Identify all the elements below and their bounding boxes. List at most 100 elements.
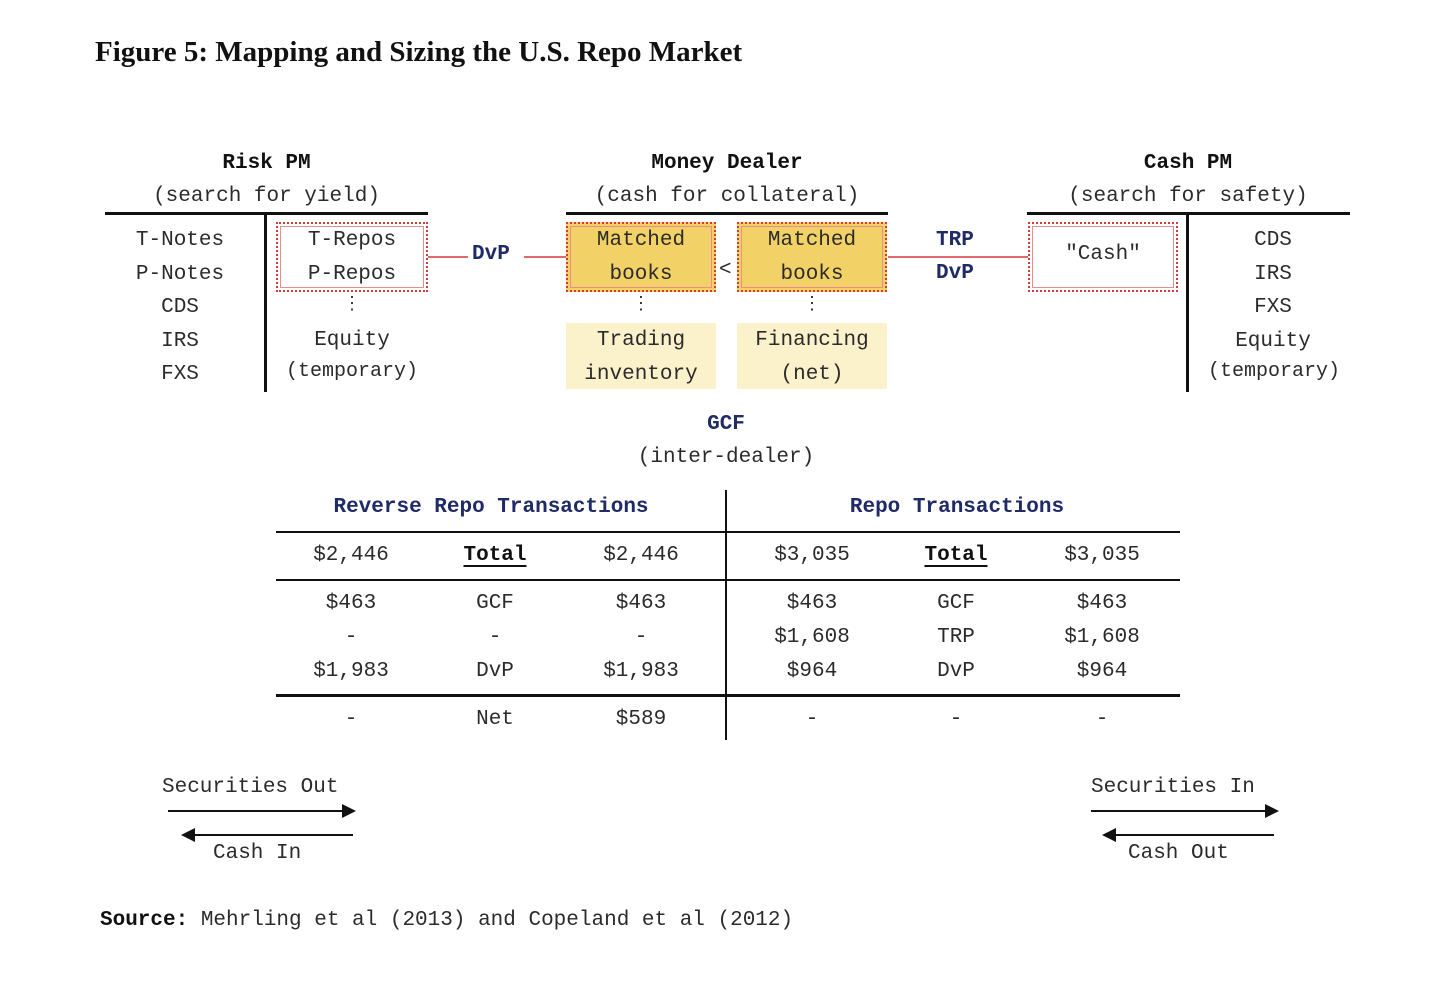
financing-net-box: [737, 323, 887, 389]
table-cell: TRP: [937, 626, 975, 649]
reverse-total-left: $2,446: [313, 544, 389, 567]
risk-pm-t-account-divider: [264, 212, 267, 392]
table-cell: $589: [615, 708, 667, 731]
securities-in-label: Securities In: [1091, 776, 1255, 799]
matched-books-right-box: [737, 222, 887, 292]
table-cell: $964: [1076, 660, 1128, 683]
total-label-text: Total: [924, 544, 988, 567]
table-center-divider: [725, 490, 727, 740]
table-cell: -: [344, 708, 358, 731]
total-label-text: Total: [463, 544, 527, 567]
table-cell: $964: [786, 660, 838, 683]
left-arrow-icon: [181, 828, 353, 842]
right-arrow-icon: [168, 804, 356, 818]
financing-net: Financing (net): [737, 324, 887, 391]
connector-line: [428, 256, 468, 258]
asset-item: FXS: [161, 363, 199, 386]
gcf-sub: (inter-dealer): [637, 446, 815, 469]
financing-text: Financing: [755, 329, 869, 352]
table-cell: -: [344, 626, 358, 649]
risk-pm-repos-box: [276, 222, 428, 292]
gcf-label: GCF: [707, 413, 745, 436]
table-cell: -: [634, 626, 648, 649]
asset-item: P-Notes: [135, 262, 225, 286]
reverse-total-right: $2,446: [603, 544, 679, 567]
cash-out-label: Cash Out: [1128, 842, 1229, 865]
table-cell: $463: [325, 592, 377, 615]
asset-item: T-Notes: [135, 229, 225, 252]
reverse-total-label: Total: [426, 544, 564, 567]
dealer-dots-right: ⋮: [803, 295, 821, 315]
table-cell: $1,983: [313, 660, 389, 683]
repo-total-right: $3,035: [1064, 544, 1140, 567]
liability-item: FXS: [1254, 296, 1292, 319]
connector-line: [888, 256, 1028, 258]
table-cell: $463: [786, 592, 838, 615]
liability-item: CDS: [1254, 229, 1292, 252]
cash-pm-liabilities: CDS IRS FXS Equity: [1198, 224, 1348, 358]
right-arrow-icon: [1091, 804, 1279, 818]
dvp-left-label: DvP: [472, 243, 510, 266]
table-cell: -: [1095, 708, 1109, 731]
trading-inventory: Trading inventory: [566, 324, 716, 391]
cash-pm-t-account-divider: [1186, 212, 1189, 392]
money-dealer-t-account-top: [566, 212, 888, 215]
source-label: Source:: [100, 909, 189, 932]
source-line: Source: Mehrling et al (2013) and Copela…: [100, 909, 793, 932]
cash-pm-heading: Cash PM: [1143, 152, 1233, 175]
risk-pm-assets: T-Notes P-Notes CDS IRS FXS: [105, 224, 255, 392]
table-cell: Net: [476, 708, 514, 731]
trp-label: TRP: [934, 229, 976, 252]
reverse-repo-header: Reverse Repo Transactions: [333, 496, 649, 519]
liability-item: IRS: [1254, 262, 1292, 286]
risk-pm-subheading: (search for yield): [153, 185, 380, 208]
risk-pm-repos: T-Repos P-Repos: [276, 224, 428, 291]
table-body-rule: [276, 694, 1180, 697]
liability-item: Equity: [1235, 329, 1311, 353]
repo-item: P-Repos: [307, 262, 397, 286]
dealer-dots-left: ⋮: [632, 295, 650, 315]
cash-in-label: Cash In: [213, 842, 302, 865]
trading-text: inventory: [584, 362, 698, 386]
risk-pm-temporary: (temporary): [285, 360, 419, 383]
table-cell: -: [488, 626, 502, 649]
repo-total-label: Total: [887, 544, 1025, 567]
table-total-rule: [276, 579, 1180, 581]
cash-pm-subheading: (search for safety): [1068, 185, 1308, 208]
matched-books-text: books: [609, 262, 673, 286]
table-header-rule: [276, 531, 1180, 533]
dvp-right-label: DvP: [934, 262, 976, 285]
table-cell: -: [949, 708, 963, 731]
risk-pm-heading: Risk PM: [222, 152, 311, 175]
matched-books-text: books: [780, 262, 844, 286]
asset-item: IRS: [161, 329, 199, 353]
asset-item: CDS: [161, 296, 199, 319]
matched-books-right: Matched books: [737, 224, 887, 291]
table-cell: -: [805, 708, 819, 731]
left-arrow-icon: [1102, 828, 1274, 842]
money-dealer-subheading: (cash for collateral): [594, 185, 860, 208]
table-cell: $1,983: [603, 660, 679, 683]
table-cell: GCF: [937, 592, 975, 615]
cash-box: [1028, 222, 1178, 292]
table-cell: $1,608: [774, 626, 850, 649]
trading-text: Trading: [596, 329, 686, 352]
repo-item: T-Repos: [307, 229, 397, 252]
repo-total-left: $3,035: [774, 544, 850, 567]
securities-out-label: Securities Out: [162, 776, 339, 799]
table-cell: $463: [1076, 592, 1128, 615]
financing-text: (net): [780, 362, 844, 386]
cash-pm-temporary: (temporary): [1207, 360, 1341, 383]
figure-title: Figure 5: Mapping and Sizing the U.S. Re…: [95, 36, 743, 68]
matched-books-text: Matched: [767, 229, 857, 252]
table-cell: $463: [615, 592, 667, 615]
risk-pm-dots: ⋮: [343, 295, 361, 315]
money-dealer-heading: Money Dealer: [651, 152, 803, 175]
trading-inventory-box: [566, 323, 716, 389]
source-text: Mehrling et al (2013) and Copeland et al…: [188, 909, 794, 932]
table-cell: DvP: [476, 660, 514, 683]
risk-pm-equity: Equity: [314, 329, 390, 352]
matched-books-text: Matched: [596, 229, 686, 252]
less-than-sign: <: [719, 259, 732, 282]
table-cell: DvP: [937, 660, 975, 683]
